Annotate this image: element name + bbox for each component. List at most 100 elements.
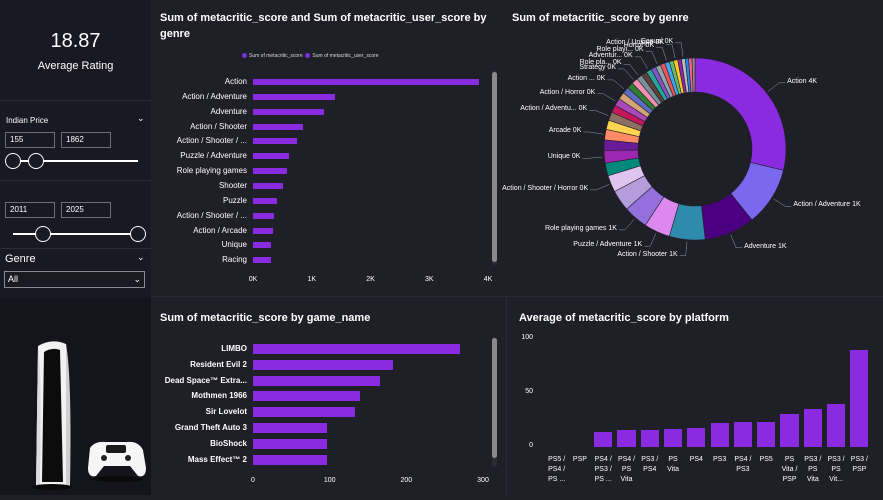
platform-label: PS5 bbox=[756, 455, 776, 465]
bar bbox=[253, 359, 394, 370]
donut-slice bbox=[694, 57, 787, 171]
donut-leader-line bbox=[645, 50, 658, 65]
platform-label-line: PS3 / bbox=[641, 456, 659, 463]
donut-slice-label: Unique 0K bbox=[547, 153, 581, 161]
donut-leader-line bbox=[583, 131, 604, 135]
panel-title: Average of metacritic_score by platform bbox=[519, 312, 729, 324]
category-label: Sir Lovelot bbox=[205, 407, 247, 417]
y-tick-label: 100 bbox=[521, 334, 533, 341]
category-label: BioShock bbox=[210, 438, 247, 448]
chevron-down-icon[interactable]: ⌄ bbox=[137, 113, 145, 123]
donut-slice-label: Action / Unique 0K bbox=[606, 39, 665, 47]
bar bbox=[253, 423, 328, 433]
platform-label-line: PS3 / bbox=[827, 456, 845, 463]
x-tick-label: 3K bbox=[424, 276, 434, 283]
platform-label-line: PS bbox=[668, 456, 678, 463]
category-label: Role playing games bbox=[176, 166, 247, 176]
chevron-down-icon: ⌄ bbox=[133, 274, 141, 284]
scrollbar-thumb[interactable] bbox=[492, 72, 497, 262]
panel-divider bbox=[506, 297, 507, 495]
donut-slice-label: Casual 0K bbox=[640, 37, 674, 45]
donut-leader-line bbox=[618, 219, 635, 231]
year-max-input[interactable]: 2025 bbox=[61, 202, 111, 218]
bar bbox=[850, 349, 869, 447]
category-label: Resident Evil 2 bbox=[190, 359, 247, 369]
platform-label: PS4 / PS3 bbox=[733, 455, 753, 475]
platform-label-line: PS4 bbox=[643, 466, 657, 473]
price-slider-high-handle[interactable] bbox=[28, 153, 44, 169]
donut-slice-label: Horror 0K bbox=[623, 42, 655, 50]
donut-leader-line bbox=[623, 64, 639, 76]
panel-divider bbox=[152, 296, 883, 297]
donut-leader-line bbox=[773, 198, 792, 207]
bar bbox=[253, 123, 303, 130]
donut-slice-label: Action / Horror 0K bbox=[539, 88, 596, 96]
platform-label-line: PSP bbox=[782, 476, 797, 483]
price-min-input[interactable]: 155 bbox=[5, 132, 55, 148]
category-label: Dead Space™ Extra... bbox=[164, 375, 247, 385]
category-label: Puzzle / Adventure bbox=[180, 151, 247, 161]
bar bbox=[253, 454, 327, 465]
year-min-input[interactable]: 2011 bbox=[5, 202, 55, 218]
price-max-input[interactable]: 1862 bbox=[61, 132, 111, 148]
console-illustration bbox=[0, 298, 151, 495]
donut-slice-label: Action 4K bbox=[787, 77, 818, 85]
bar bbox=[253, 344, 460, 354]
average-rating-value: 18.87 bbox=[50, 30, 101, 52]
y-tick-label: 50 bbox=[525, 388, 533, 395]
scrollbar-thumb[interactable] bbox=[492, 338, 497, 458]
donut-slice-label: Action / Shooter / Horror 0K bbox=[502, 184, 589, 192]
donut-leader-line bbox=[730, 234, 743, 249]
platform-label-line: PS bbox=[831, 466, 841, 473]
genre-dropdown[interactable]: All ⌄ bbox=[4, 271, 145, 288]
donut-slice-label: Role playing games 1K bbox=[544, 224, 617, 232]
chevron-down-icon[interactable]: ⌄ bbox=[137, 252, 145, 262]
donut-slice-label: Adventur... 0K bbox=[588, 51, 633, 59]
platform-label-line: PS bbox=[808, 466, 818, 473]
platform-label-line: PS4 / bbox=[617, 456, 636, 463]
price-slider-track[interactable] bbox=[10, 160, 138, 162]
average-rating-label: Average Rating bbox=[37, 60, 114, 72]
legend-item: Sum of metacritic_score bbox=[249, 53, 303, 59]
panel-title: Sum of metacritic_score by game_name bbox=[160, 312, 371, 324]
year-slider-low-handle[interactable] bbox=[35, 226, 51, 242]
bar bbox=[253, 197, 277, 204]
year-slider-track[interactable] bbox=[13, 233, 139, 235]
bar bbox=[780, 413, 799, 447]
donut-leader-line bbox=[590, 184, 610, 191]
year-slider-high-handle[interactable] bbox=[130, 226, 146, 242]
platform-label-line: PS3 bbox=[713, 456, 727, 463]
chart-legend: Sum of metacritic_score Sum of metacriti… bbox=[242, 53, 379, 59]
category-label: Adventure bbox=[210, 106, 247, 116]
bar bbox=[710, 423, 729, 447]
category-label: LIMBO bbox=[221, 344, 247, 353]
category-label: Action bbox=[224, 77, 247, 86]
category-label: Mass Effect™ 2 bbox=[187, 454, 247, 464]
category-label: Racing bbox=[222, 255, 247, 265]
x-tick-label: 300 bbox=[477, 477, 489, 484]
platform-label-line: Vita bbox=[806, 476, 819, 483]
donut-leader-line bbox=[607, 79, 625, 90]
bar bbox=[594, 431, 613, 447]
platform-label-line: PS5 / bbox=[548, 456, 566, 463]
sidebar-divider bbox=[0, 248, 151, 249]
bar bbox=[253, 375, 380, 386]
bar bbox=[253, 138, 298, 145]
bar bbox=[253, 438, 328, 449]
y-tick-label: 0 bbox=[529, 442, 533, 449]
x-tick-label: 4K bbox=[483, 276, 493, 283]
donut-slice-label: Action ... 0K bbox=[567, 74, 606, 82]
bar bbox=[733, 422, 752, 447]
price-slider-low-handle[interactable] bbox=[5, 153, 21, 169]
donut-leader-line bbox=[675, 42, 684, 57]
bar bbox=[253, 407, 355, 418]
category-label: Puzzle bbox=[222, 195, 247, 205]
platform-label-line: PS4 bbox=[689, 456, 703, 463]
donut-slice-label: Action / Adventure 1K bbox=[793, 201, 861, 209]
sidebar-divider bbox=[0, 100, 151, 101]
platform-label: PSP bbox=[570, 455, 590, 465]
platform-label: PS3 / PS Vit... bbox=[826, 455, 846, 485]
platform-label-line: PS4 / bbox=[734, 456, 752, 463]
x-tick-label: 0 bbox=[251, 477, 255, 484]
platform-label-line: PS3 bbox=[736, 466, 750, 473]
